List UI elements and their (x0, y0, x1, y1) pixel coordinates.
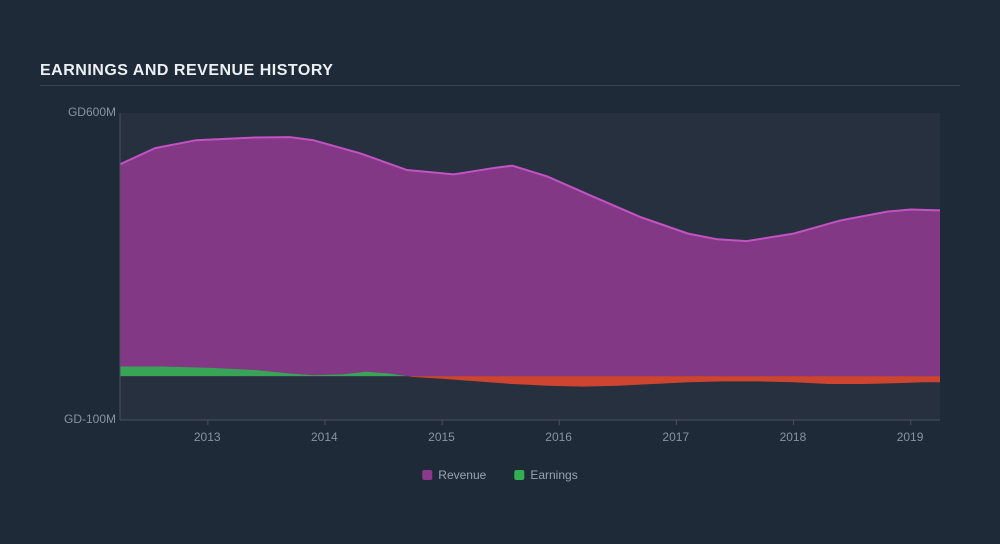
legend-label-revenue: Revenue (438, 468, 486, 482)
y-tick-label: GD600M (68, 105, 116, 119)
legend-label-earnings: Earnings (530, 468, 577, 482)
x-tick-label: 2016 (545, 430, 572, 444)
title-divider (40, 85, 960, 86)
legend-swatch-earnings (514, 470, 524, 480)
legend-item-earnings: Earnings (514, 468, 577, 482)
x-tick-label: 2015 (428, 430, 455, 444)
chart-container: EARNINGS AND REVENUE HISTORY Revenue Ear… (0, 0, 1000, 544)
y-tick-label: GD-100M (64, 412, 116, 426)
x-tick-label: 2017 (662, 430, 689, 444)
legend-swatch-revenue (422, 470, 432, 480)
chart-legend: Revenue Earnings (422, 468, 577, 482)
x-tick-label: 2013 (194, 430, 221, 444)
chart-title: EARNINGS AND REVENUE HISTORY (40, 62, 333, 80)
x-tick-label: 2014 (311, 430, 338, 444)
plot-area (120, 113, 940, 420)
x-tick-label: 2018 (780, 430, 807, 444)
x-tick-label: 2019 (897, 430, 924, 444)
legend-item-revenue: Revenue (422, 468, 486, 482)
